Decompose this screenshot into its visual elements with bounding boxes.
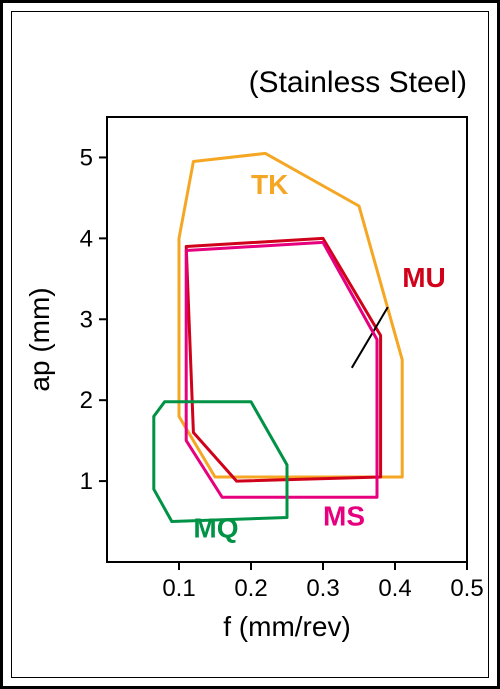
x-tick-label: 0.4 — [378, 575, 411, 602]
y-tick-label: 1 — [80, 468, 93, 495]
x-tick-label: 0.5 — [450, 575, 483, 602]
x-tick-label: 0.2 — [234, 575, 267, 602]
series-tk-label: TK — [251, 169, 288, 200]
x-tick-label: 0.1 — [162, 575, 195, 602]
inner-frame: (Stainless Steel) 0.1 0.2 0.3 0.4 0.5 1 2 3 4 5 f (… — [11, 11, 489, 678]
y-tick-label: 4 — [80, 225, 93, 252]
x-axis-label: f (mm/rev) — [223, 611, 351, 642]
series-ms-label: MS — [323, 501, 365, 532]
series-mq-label: MQ — [193, 513, 238, 544]
y-tick-label: 2 — [80, 387, 93, 414]
outer-frame: (Stainless Steel) 0.1 0.2 0.3 0.4 0.5 1 2 3 4 5 f (… — [0, 0, 500, 689]
chart-title: (Stainless Steel) — [249, 66, 467, 99]
y-tick-label: 5 — [80, 144, 93, 171]
chart-svg: (Stainless Steel) 0.1 0.2 0.3 0.4 0.5 1 2 3 4 5 f (… — [12, 12, 490, 677]
y-axis-label: ap (mm) — [24, 287, 55, 391]
x-tick-label: 0.3 — [306, 575, 339, 602]
y-tick-label: 3 — [80, 306, 93, 333]
series-mu-label: MU — [402, 262, 446, 293]
